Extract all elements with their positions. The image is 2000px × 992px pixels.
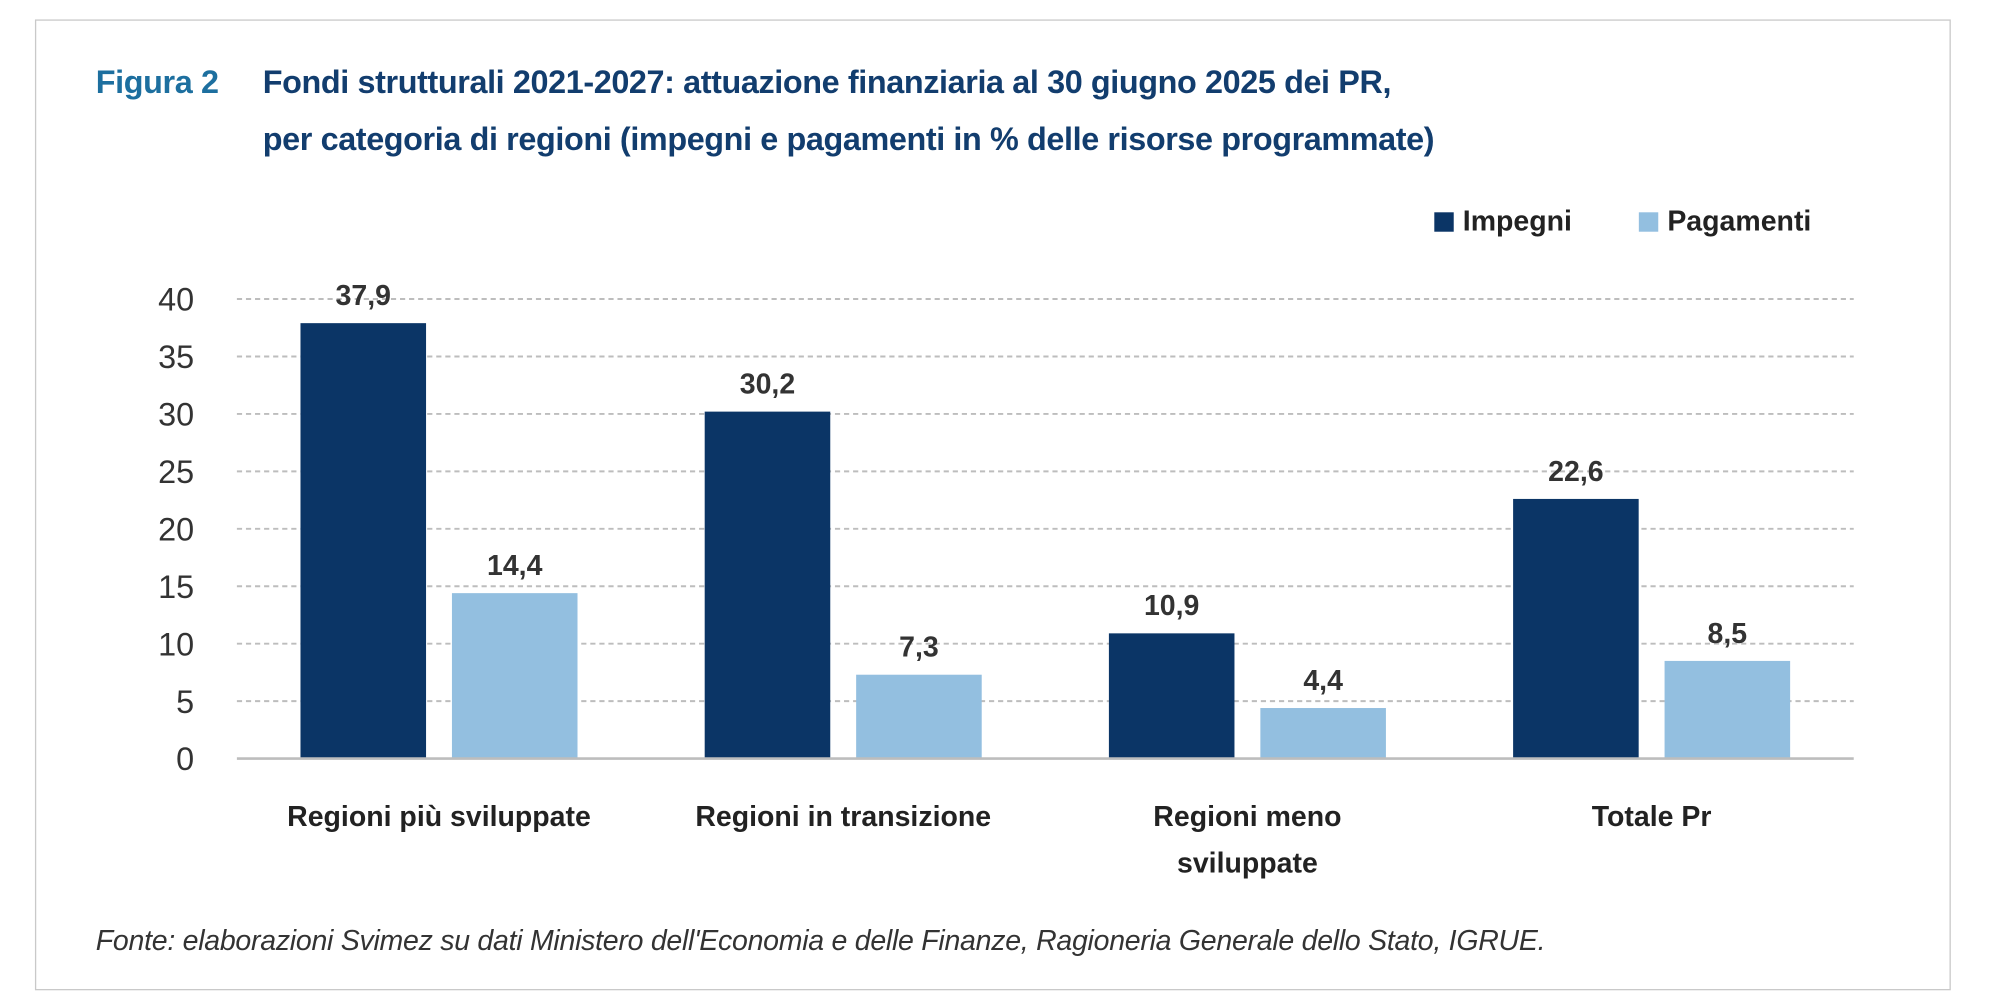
- legend-label-pagamenti: Pagamenti: [1667, 204, 1812, 237]
- bar-impegni: [1108, 633, 1235, 759]
- figure-frame: [34, 19, 1951, 991]
- data-label: 14,4: [487, 550, 543, 582]
- legend-item-pagamenti: Pagamenti: [1638, 204, 1812, 239]
- x-tick-label: Regioni più sviluppate: [287, 801, 591, 833]
- figure-number: Figura 2: [95, 64, 219, 101]
- legend-item-impegni: Impegni: [1434, 205, 1572, 239]
- source-note: Fonte: elaborazioni Svimez su dati Minis…: [95, 924, 1546, 957]
- data-label: 10,9: [1144, 590, 1199, 622]
- data-label: 4,4: [1303, 665, 1343, 697]
- y-tick-label: 15: [158, 569, 194, 605]
- bar-pagamenti: [1664, 660, 1791, 759]
- bar-pagamenti: [1260, 708, 1386, 759]
- data-label: 22,6: [1548, 456, 1603, 488]
- y-tick-label: 10: [158, 626, 194, 662]
- y-tick-label: 20: [158, 511, 194, 547]
- legend-label-impegni: Impegni: [1462, 204, 1572, 237]
- data-label: 30,2: [740, 368, 795, 400]
- y-tick-label: 25: [158, 454, 194, 490]
- bar-impegni: [1513, 498, 1639, 759]
- y-tick-label: 0: [176, 741, 194, 777]
- x-tick-label: Regioni in transizione: [695, 801, 991, 833]
- bar-impegni: [704, 411, 831, 759]
- data-label: 7,3: [899, 632, 939, 664]
- x-tick-label: Regioni meno: [1153, 801, 1341, 833]
- legend-swatch-pagamenti: [1638, 211, 1659, 232]
- chart-title-line2: per categoria di regioni (impegni e paga…: [262, 121, 1435, 158]
- x-tick-label: sviluppate: [1177, 847, 1318, 879]
- bar-impegni: [300, 323, 427, 759]
- chart-title-line1: Fondi strutturali 2021-2027: attuazione …: [262, 64, 1392, 101]
- y-tick-label: 30: [158, 397, 194, 433]
- data-label: 37,9: [336, 280, 391, 312]
- x-tick-label: Totale Pr: [1592, 801, 1712, 833]
- data-label: 8,5: [1708, 618, 1748, 650]
- y-tick-label: 35: [158, 339, 194, 375]
- bar-pagamenti: [451, 593, 578, 759]
- legend-swatch-impegni: [1434, 211, 1454, 232]
- y-tick-label: 5: [176, 684, 194, 720]
- y-tick-label: 40: [158, 282, 194, 318]
- bar-pagamenti: [856, 674, 982, 759]
